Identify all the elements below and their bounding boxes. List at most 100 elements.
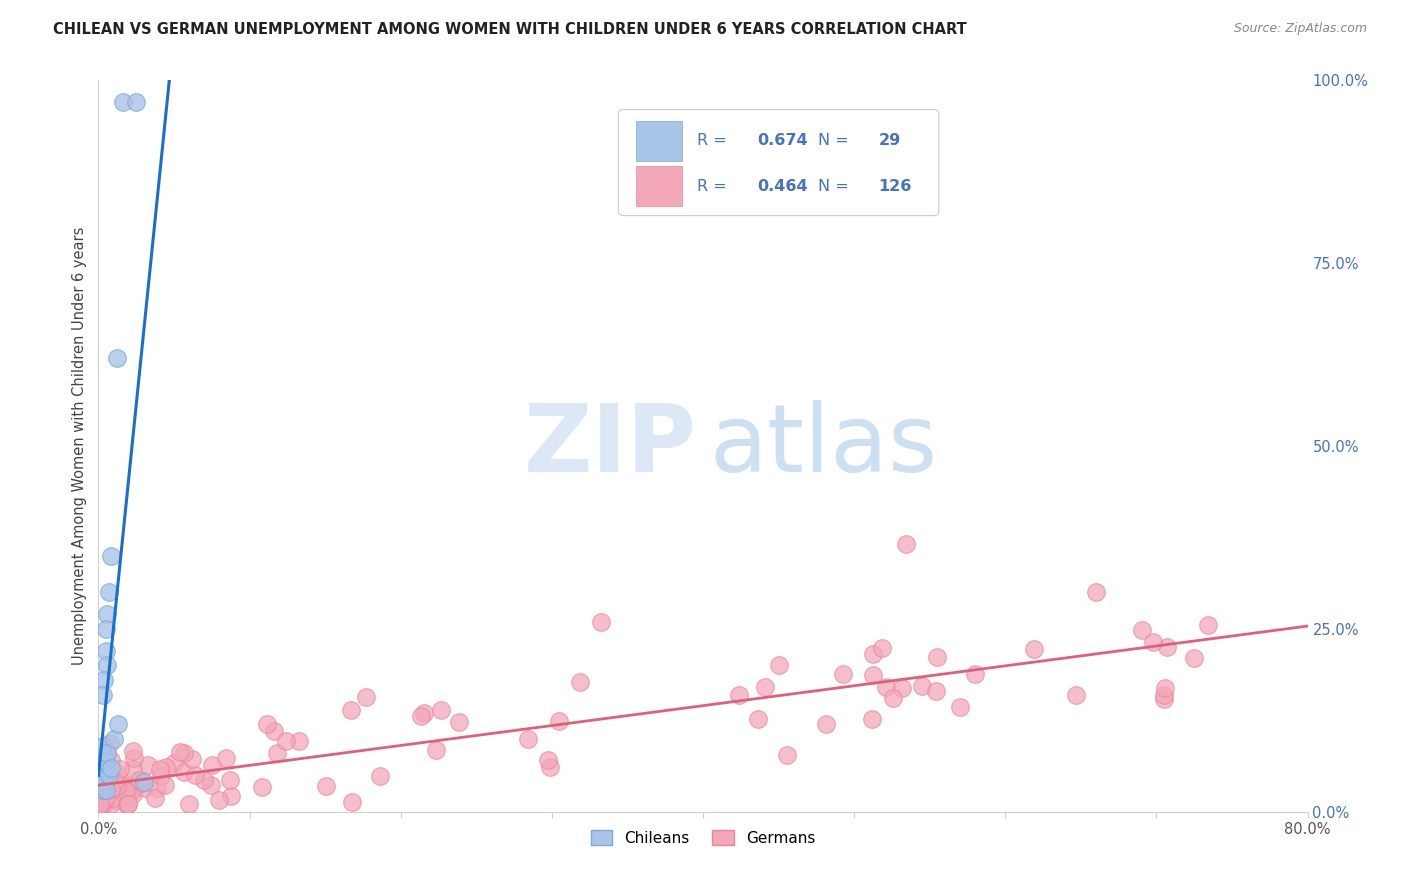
Text: R =: R = bbox=[697, 134, 733, 148]
Point bbox=[412, 706, 434, 720]
Point bbox=[94, 764, 117, 778]
Point bbox=[768, 658, 790, 673]
Point bbox=[288, 733, 311, 747]
Point bbox=[1024, 641, 1046, 656]
Point bbox=[105, 351, 128, 366]
Point bbox=[101, 780, 124, 795]
Point bbox=[925, 683, 948, 698]
Point bbox=[1064, 688, 1087, 702]
Point bbox=[104, 775, 127, 789]
Point bbox=[100, 797, 122, 812]
Point bbox=[425, 743, 447, 757]
Text: 0.674: 0.674 bbox=[758, 134, 808, 148]
Point bbox=[153, 778, 176, 792]
Point bbox=[163, 756, 186, 770]
Point bbox=[96, 783, 118, 797]
Point bbox=[89, 768, 111, 782]
Point bbox=[173, 747, 195, 761]
Point bbox=[91, 739, 114, 753]
Point bbox=[89, 797, 111, 812]
Point bbox=[100, 736, 122, 750]
Point bbox=[110, 778, 132, 792]
Text: ZIP: ZIP bbox=[524, 400, 697, 492]
Point bbox=[589, 615, 612, 630]
Point bbox=[90, 746, 112, 760]
Point bbox=[814, 717, 837, 731]
Point bbox=[115, 783, 138, 797]
Point bbox=[274, 734, 297, 748]
Point bbox=[121, 744, 143, 758]
Point bbox=[1130, 623, 1153, 637]
Point bbox=[891, 681, 914, 695]
Point bbox=[94, 754, 117, 768]
Point bbox=[548, 714, 571, 728]
Point bbox=[121, 782, 143, 797]
Point bbox=[128, 772, 150, 787]
Point bbox=[537, 753, 560, 767]
Point bbox=[96, 746, 118, 760]
Point bbox=[91, 782, 114, 797]
Point bbox=[1156, 640, 1178, 654]
Point bbox=[256, 716, 278, 731]
Point bbox=[882, 690, 904, 705]
Point bbox=[263, 724, 285, 739]
Text: N =: N = bbox=[818, 134, 853, 148]
Point bbox=[96, 658, 118, 673]
Point bbox=[149, 769, 172, 783]
Point bbox=[108, 773, 131, 788]
Point bbox=[342, 795, 364, 809]
Point bbox=[117, 797, 139, 812]
Point bbox=[93, 761, 115, 775]
Point bbox=[93, 775, 115, 789]
Y-axis label: Unemployment Among Women with Children Under 6 years: Unemployment Among Women with Children U… bbox=[72, 227, 87, 665]
Point bbox=[93, 673, 115, 687]
Point bbox=[103, 781, 125, 796]
Point bbox=[155, 760, 177, 774]
Text: atlas: atlas bbox=[709, 400, 938, 492]
Point bbox=[89, 754, 111, 768]
Point bbox=[1153, 689, 1175, 703]
Point bbox=[96, 756, 118, 771]
Point bbox=[219, 773, 242, 788]
Point bbox=[201, 757, 224, 772]
Point bbox=[447, 714, 470, 729]
Point bbox=[94, 644, 117, 658]
Point bbox=[91, 772, 114, 787]
Point bbox=[963, 667, 986, 681]
Point bbox=[430, 703, 453, 717]
Point bbox=[143, 790, 166, 805]
Point bbox=[122, 751, 145, 765]
Point bbox=[134, 780, 156, 795]
Point bbox=[104, 765, 127, 780]
Point bbox=[949, 699, 972, 714]
Point bbox=[219, 789, 242, 803]
Point bbox=[89, 789, 111, 804]
Bar bbox=[637, 121, 682, 161]
Point bbox=[368, 769, 391, 783]
Point bbox=[98, 776, 121, 790]
Point bbox=[93, 761, 115, 775]
Point bbox=[96, 607, 118, 622]
Point bbox=[122, 788, 145, 802]
Point bbox=[111, 95, 134, 110]
Bar bbox=[637, 166, 682, 206]
Point bbox=[927, 650, 949, 665]
Point bbox=[266, 746, 288, 760]
Point bbox=[1154, 681, 1177, 695]
Point bbox=[832, 666, 855, 681]
Point bbox=[860, 712, 883, 726]
Point bbox=[149, 762, 172, 776]
Text: 29: 29 bbox=[879, 134, 901, 148]
Point bbox=[340, 703, 363, 717]
Point bbox=[125, 95, 148, 110]
Point bbox=[1182, 651, 1205, 665]
Point bbox=[516, 732, 538, 747]
Point bbox=[94, 782, 117, 797]
Point bbox=[94, 783, 117, 797]
Point bbox=[131, 776, 153, 790]
Point bbox=[110, 763, 132, 777]
Point bbox=[90, 776, 112, 790]
Text: R =: R = bbox=[697, 178, 733, 194]
Point bbox=[101, 790, 124, 805]
Point bbox=[875, 680, 897, 694]
